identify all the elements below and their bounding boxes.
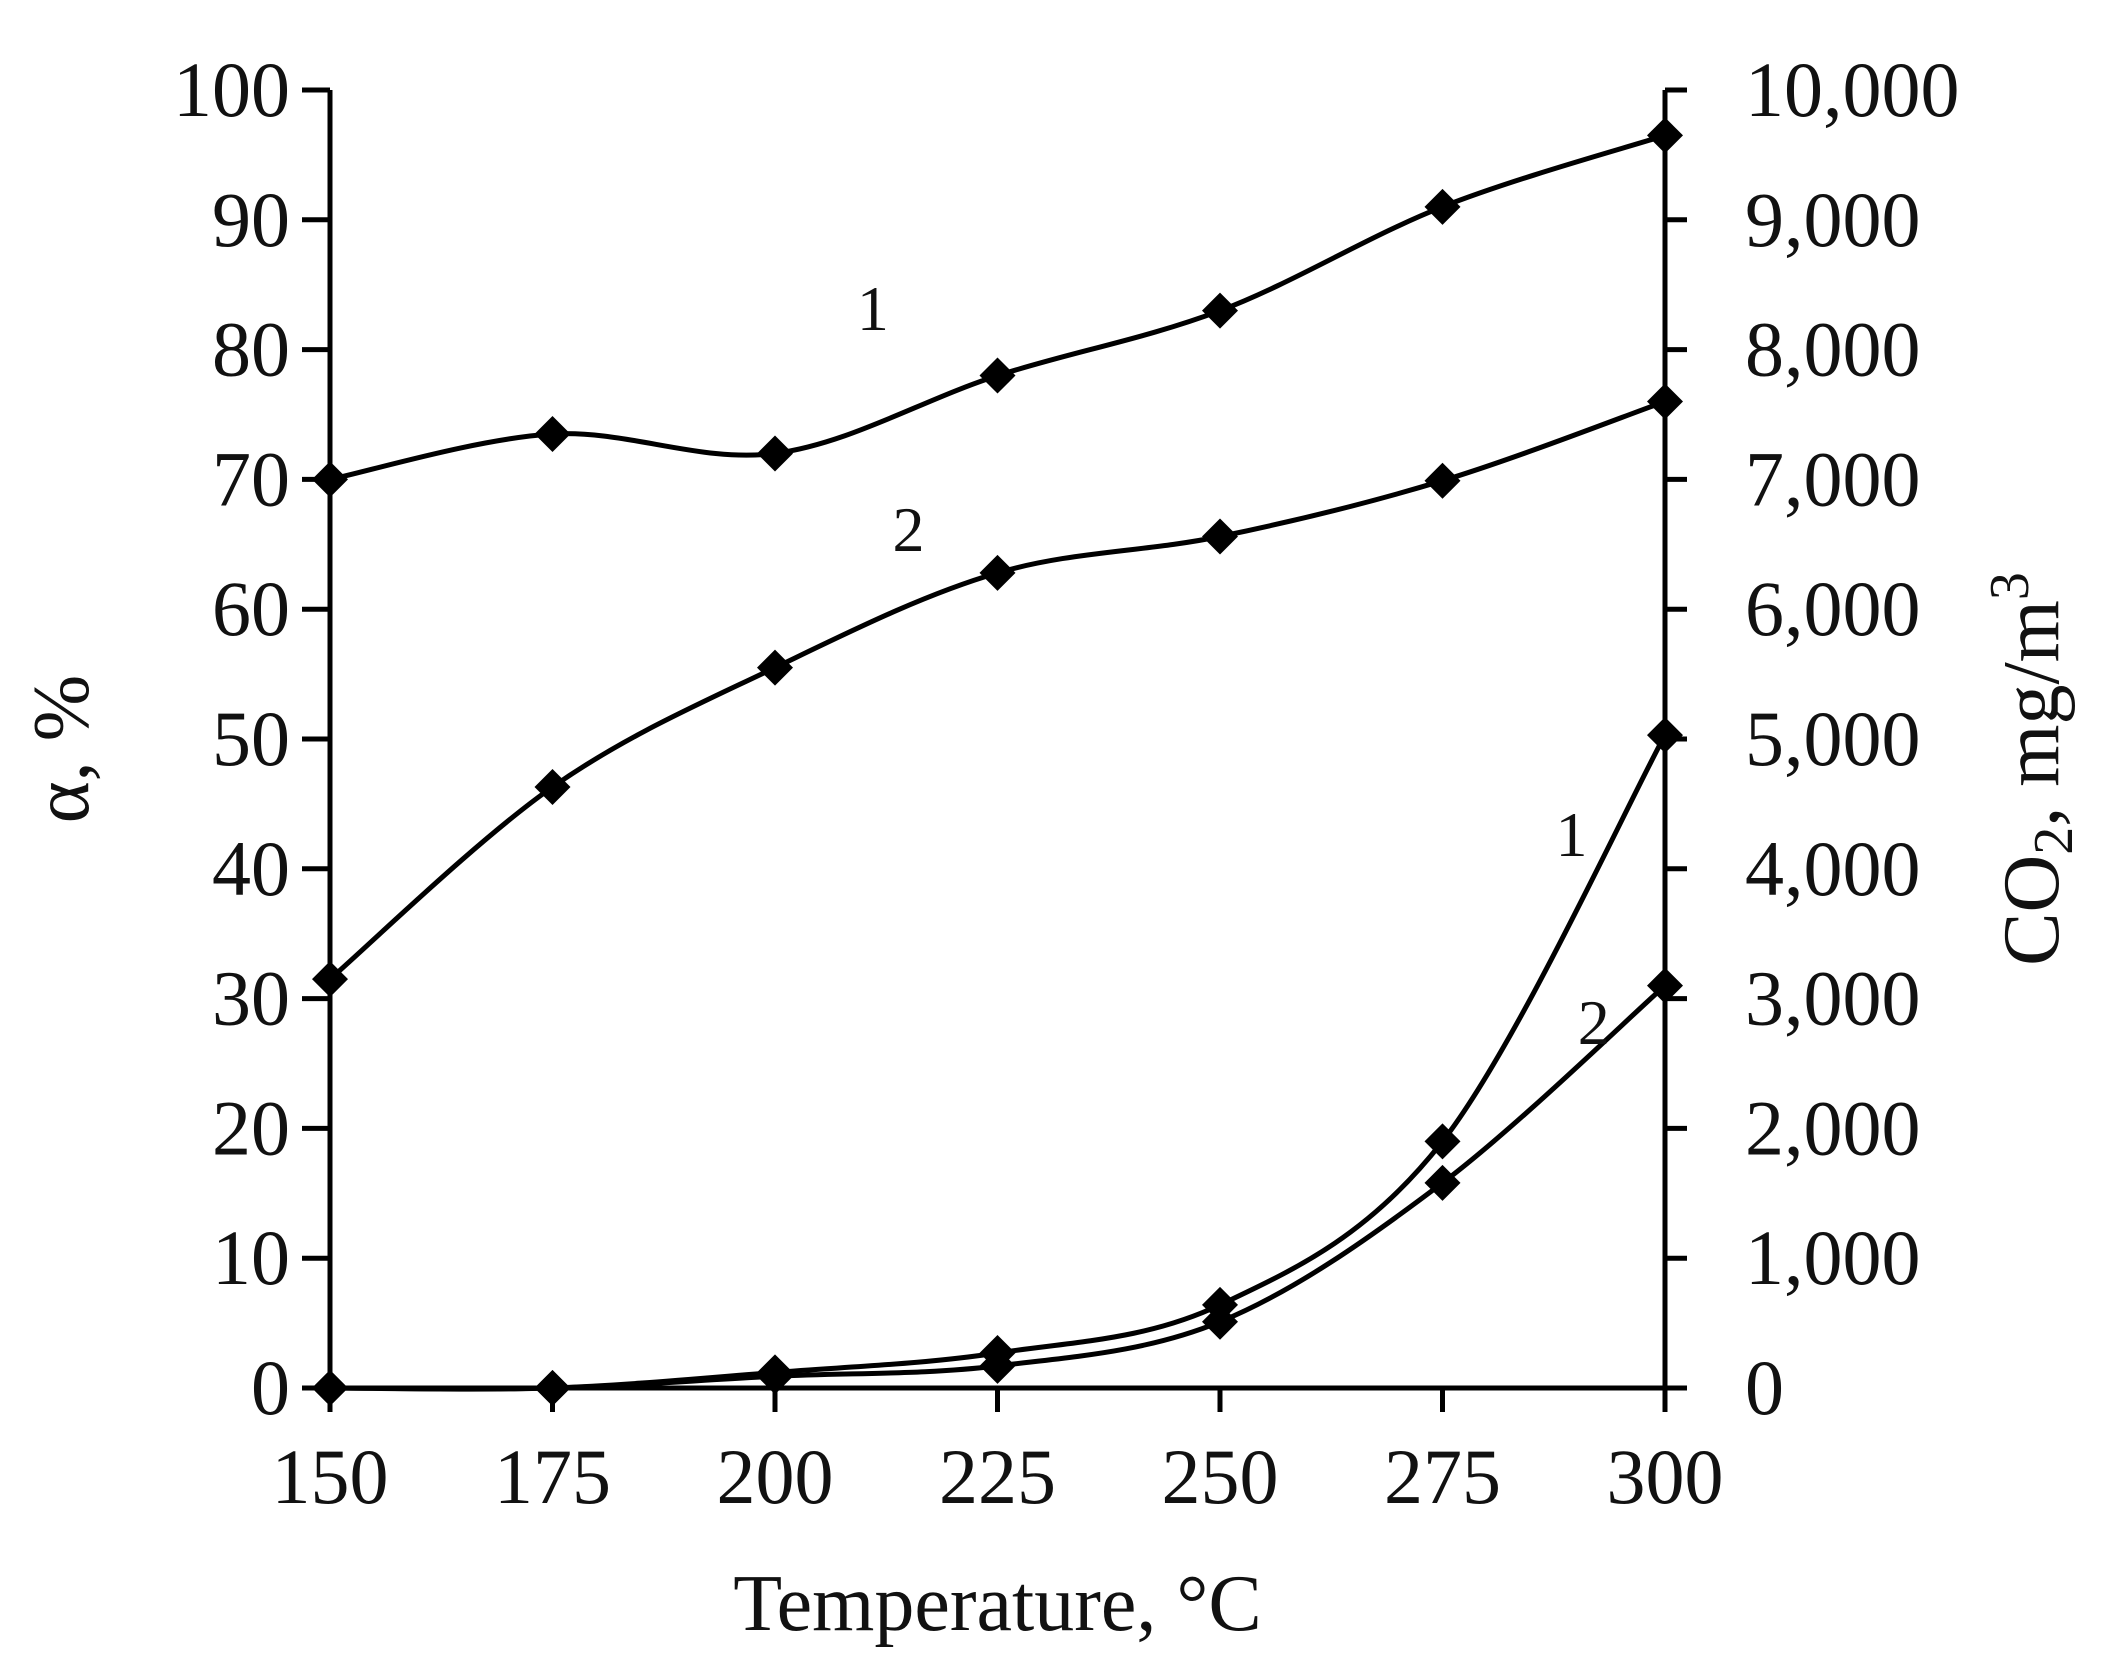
- x-tick-label: 150: [272, 1433, 389, 1520]
- y-axis-left-unit: , %: [18, 675, 106, 782]
- y-right-tick-label: 0: [1745, 1344, 1784, 1431]
- data-point-marker: [1202, 292, 1238, 329]
- x-axis-title: Temperature, °C: [733, 1560, 1261, 1648]
- curve-label-right-1: 1: [1556, 799, 1588, 870]
- axes: [327, 90, 1687, 1391]
- tick-marks: [302, 87, 1687, 1412]
- x-tick-label: 275: [1384, 1433, 1501, 1520]
- x-tick-label: 225: [939, 1433, 1056, 1520]
- y-left-tick-label: 100: [173, 46, 290, 133]
- x-tick-label: 200: [717, 1433, 834, 1520]
- y-left-tick-label: 10: [212, 1214, 290, 1301]
- curve-labels: 1 2 1 2: [857, 273, 1610, 1058]
- data-point-marker: [312, 1370, 348, 1406]
- y-right-tick-label: 1,000: [1745, 1214, 1921, 1301]
- data-point-marker: [1202, 518, 1238, 555]
- curve-label-left-2: 2: [893, 494, 925, 565]
- series-line-left-2: [328, 399, 1666, 981]
- x-tick-label: 250: [1162, 1433, 1279, 1520]
- data-point-marker: [312, 461, 348, 498]
- data-point-marker: [534, 415, 571, 452]
- y-axis-right-sub: 2: [2023, 827, 2085, 855]
- data-point-marker: [1647, 717, 1683, 754]
- y-axis-right-sup: 3: [1979, 572, 2041, 600]
- y-left-tick-label: 60: [212, 565, 290, 652]
- y-axis-right-unit: , mg/m: [1988, 600, 2076, 827]
- data-point-marker: [1424, 1123, 1461, 1160]
- curve-label-right-2: 2: [1578, 987, 1610, 1058]
- series-line-right-1: [329, 733, 1668, 1392]
- x-tick-label: 300: [1607, 1433, 1724, 1520]
- data-point-marker: [1647, 967, 1683, 1004]
- data-point-marker: [312, 961, 348, 998]
- data-point-marker: [979, 357, 1016, 394]
- y-left-tick-label: 70: [212, 435, 290, 522]
- y-right-tick-label: 9,000: [1745, 176, 1921, 263]
- data-point-marker: [1647, 383, 1683, 420]
- y-right-tick-label: 8,000: [1745, 306, 1921, 393]
- series-markers: [312, 117, 1683, 1406]
- y-axis-left-title: α, %: [18, 675, 106, 824]
- y-right-tick-label: 7,000: [1745, 435, 1921, 522]
- data-point-marker: [1424, 188, 1461, 225]
- y-left-tick-label: 20: [212, 1084, 290, 1171]
- data-point-marker: [757, 1358, 793, 1395]
- series-lines: [328, 133, 1668, 1392]
- y-right-tick-label: 10,000: [1745, 46, 1960, 133]
- y-right-tick-label: 6,000: [1745, 565, 1921, 652]
- y-axis-right-main: CO: [1988, 855, 2076, 966]
- series-line-left-1: [329, 133, 1666, 482]
- data-point-marker: [757, 435, 793, 472]
- data-point-marker: [1202, 1303, 1238, 1340]
- x-tick-label: 175: [494, 1433, 611, 1520]
- data-point-marker: [534, 769, 571, 806]
- y-right-tick-label: 2,000: [1745, 1084, 1921, 1171]
- curve-label-left-1: 1: [857, 273, 889, 344]
- y-axis-left-symbol: α: [18, 781, 106, 823]
- y-right-tick-label: 4,000: [1745, 825, 1921, 912]
- y-left-tick-label: 90: [212, 176, 290, 263]
- y-left-tick-label: 0: [251, 1344, 290, 1431]
- y-left-tick-label: 80: [212, 306, 290, 393]
- data-point-marker: [1424, 462, 1461, 499]
- y-right-tick-label: 3,000: [1745, 955, 1921, 1042]
- data-point-marker: [1647, 117, 1683, 154]
- y-right-tick-label: 5,000: [1745, 695, 1921, 782]
- data-point-marker: [979, 554, 1016, 591]
- y-left-tick-label: 50: [212, 695, 290, 782]
- y-axis-right-title: CO2, mg/m3: [1979, 572, 2085, 966]
- y-left-tick-label: 30: [212, 955, 290, 1042]
- y-left-tick-label: 40: [212, 825, 290, 912]
- data-point-marker: [757, 649, 793, 686]
- tick-labels: 0 10 20 30 40 50 60 70 80 90 100 0 1,000 2,000 3,000 4,…: [173, 46, 1960, 1520]
- data-point-marker: [1424, 1164, 1461, 1201]
- data-point-marker: [534, 1370, 571, 1406]
- series-line-right-2: [329, 983, 1667, 1392]
- data-point-marker: [979, 1347, 1016, 1384]
